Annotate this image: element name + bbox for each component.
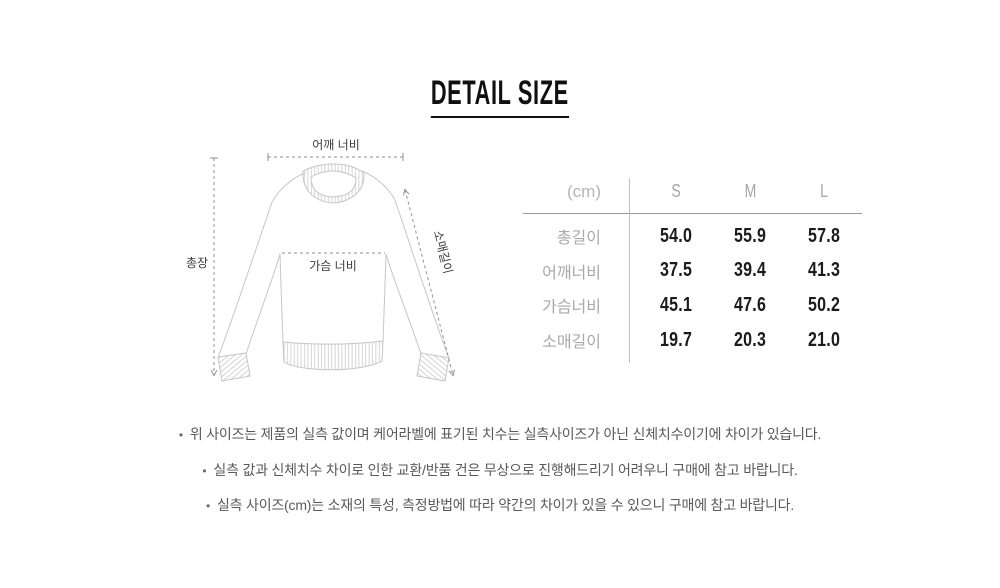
bullet-icon: • bbox=[205, 499, 210, 513]
sweater-diagram: 어깨 너비 총장 가슴 너비 소매길이 bbox=[186, 138, 455, 382]
cuff-right bbox=[416, 352, 450, 382]
note-text: 위 사이즈는 제품의 실측 값이며 케어라벨에 표기된 치수는 실측사이즈가 아… bbox=[189, 426, 822, 442]
size-value: 47.6 bbox=[733, 293, 767, 316]
bullet-icon: • bbox=[202, 463, 207, 478]
size-table: (cm) S M L 총길이 54.0 55.9 57.8 어깨너비 37.5 … bbox=[523, 170, 862, 363]
note-text: 실측 값과 신체치수 차이로 인한 교환/반품 건은 무상으로 진행해드리기 어… bbox=[213, 461, 798, 478]
diagram-label-chest: 가슴 너비 bbox=[309, 259, 357, 273]
column-header-l: L bbox=[820, 181, 829, 201]
size-value: 39.4 bbox=[733, 259, 767, 282]
notes: • 위 사이즈는 제품의 실측 값이며 케어라벨에 표기된 치수는 실측사이즈가 … bbox=[0, 417, 1000, 524]
size-value: 50.2 bbox=[808, 293, 841, 316]
row-label: 어깨너비 bbox=[542, 264, 601, 282]
title-wrap: DETAIL SIZE bbox=[0, 76, 1000, 118]
size-value: 37.5 bbox=[659, 259, 693, 282]
note-line: • 실측 사이즈(cm)는 소재의 특성, 측정방법에 따라 약간의 차이가 있을… bbox=[0, 488, 1000, 524]
bullet-icon: • bbox=[178, 428, 183, 442]
note-line: • 위 사이즈는 제품의 실측 값이며 케어라벨에 표기된 치수는 실측사이즈가 … bbox=[0, 417, 1000, 453]
size-value: 57.8 bbox=[808, 224, 841, 247]
table-column-divider bbox=[629, 178, 630, 363]
row-label: 가슴너비 bbox=[542, 299, 601, 317]
size-value: 45.1 bbox=[659, 293, 693, 316]
size-table-body: 총길이 54.0 55.9 57.8 어깨너비 37.5 39.4 41.3 가… bbox=[523, 213, 862, 357]
measure-lines bbox=[210, 153, 453, 375]
row-label: 소매길이 bbox=[542, 334, 601, 352]
column-header-m: M bbox=[744, 181, 756, 201]
size-table-header: (cm) S M L bbox=[523, 170, 862, 213]
note-line: • 실측 값과 신체치수 차이로 인한 교환/반품 건은 무상으로 진행해드리기 … bbox=[0, 453, 1000, 489]
table-row: 총길이 54.0 55.9 57.8 bbox=[523, 219, 862, 254]
table-row: 어깨너비 37.5 39.4 41.3 bbox=[523, 254, 862, 289]
note-text: 실측 사이즈(cm)는 소재의 특성, 측정방법에 따라 약간의 차이가 있을 … bbox=[216, 497, 795, 513]
hem-ribbing bbox=[282, 340, 384, 371]
diagram-label-sleeve: 소매길이 bbox=[431, 229, 455, 275]
column-header-s: S bbox=[671, 181, 681, 201]
size-value: 41.3 bbox=[808, 259, 841, 282]
size-value: 55.9 bbox=[733, 224, 767, 247]
unit-header: (cm) bbox=[567, 181, 601, 201]
cuff-left bbox=[217, 352, 251, 382]
page-title: DETAIL SIZE bbox=[430, 76, 570, 118]
size-value: 19.7 bbox=[659, 328, 693, 351]
row-label: 총길이 bbox=[556, 230, 601, 248]
table-row: 가슴너비 45.1 47.6 50.2 bbox=[523, 288, 862, 323]
collar-inner bbox=[310, 170, 357, 198]
diagram-label-shoulder: 어깨 너비 bbox=[312, 138, 360, 152]
table-header-rule bbox=[523, 213, 862, 214]
size-value: 20.3 bbox=[733, 328, 767, 351]
diagram-label-length: 총장 bbox=[186, 256, 208, 270]
size-value: 54.0 bbox=[659, 224, 693, 247]
table-row: 소매길이 19.7 20.3 21.0 bbox=[523, 323, 862, 358]
size-value: 21.0 bbox=[808, 328, 841, 351]
